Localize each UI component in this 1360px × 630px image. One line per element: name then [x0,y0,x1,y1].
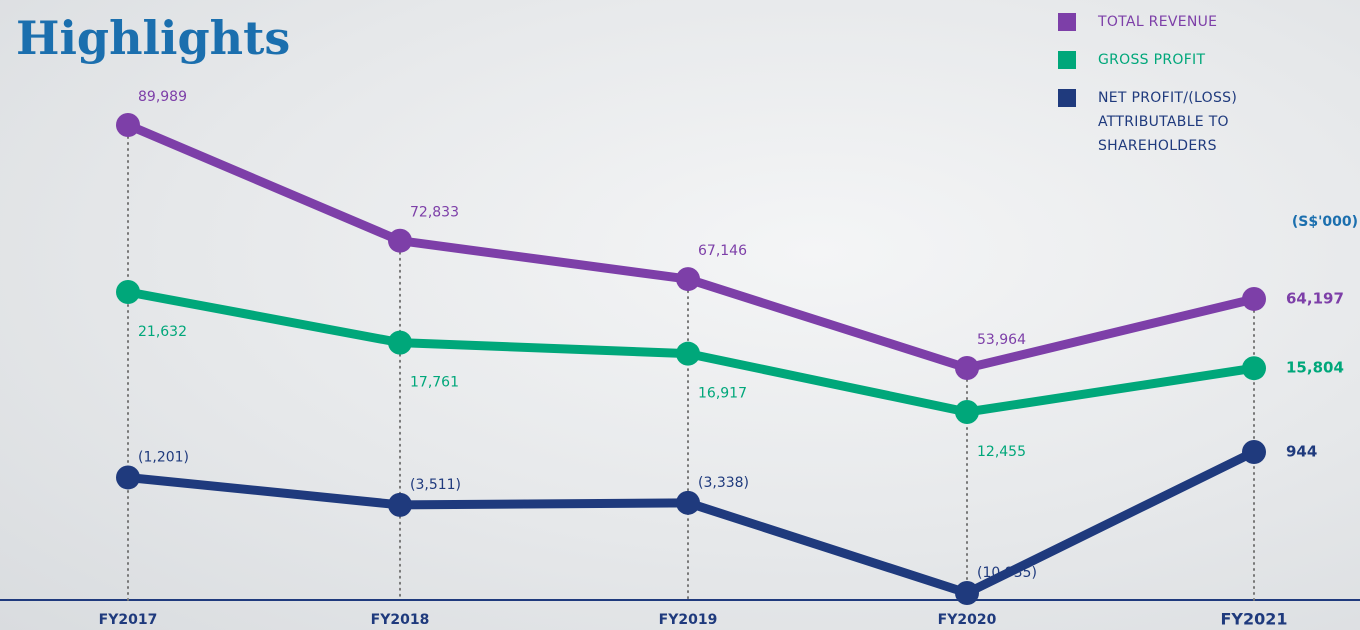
legend-item: NET PROFIT/(LOSS) ATTRIBUTABLE TO SHAREH… [1058,86,1258,158]
x-tick-label: FY2018 [371,612,430,628]
data-point [955,581,979,605]
x-tick-label: FY2019 [659,612,718,628]
data-label: 67,146 [698,243,747,259]
data-point [955,356,979,380]
data-label: 944 [1286,443,1317,461]
data-point [388,493,412,517]
data-label: 16,917 [698,386,747,402]
page: Highlights (S$'000) FY2017 FY2018 FY2019 FY… [0,0,1360,630]
data-point [116,280,140,304]
data-point [116,465,140,489]
data-label: 17,761 [410,375,459,391]
data-point [676,342,700,366]
data-label: 21,632 [138,324,187,340]
data-label: (3,511) [410,477,461,493]
data-point [676,491,700,515]
x-tick-label: FY2020 [938,612,997,628]
data-label: 89,989 [138,89,187,105]
data-point [1242,440,1266,464]
legend: TOTAL REVENUE GROSS PROFIT NET PROFIT/(LOS… [1058,10,1258,172]
unit-label: (S$'000) [1292,214,1358,230]
data-point [676,267,700,291]
data-label: (10,935) [977,565,1037,581]
legend-item: TOTAL REVENUE [1058,10,1258,34]
data-point [388,229,412,253]
legend-label: NET PROFIT/(LOSS) ATTRIBUTABLE TO SHAREH… [1098,86,1248,158]
legend-swatch [1058,51,1076,69]
data-point [955,400,979,424]
data-label: 12,455 [977,444,1026,460]
x-tick-label: FY2021 [1220,610,1287,629]
data-label: 53,964 [977,332,1026,348]
chart-title: Highlights [16,11,290,65]
data-label: (3,338) [698,475,749,491]
data-label: 72,833 [410,205,459,221]
legend-swatch [1058,89,1076,107]
legend-item: GROSS PROFIT [1058,48,1258,72]
data-point [388,331,412,355]
legend-label: GROSS PROFIT [1098,48,1205,72]
series-line [128,452,1254,593]
data-label: (1,201) [138,449,189,465]
legend-swatch [1058,13,1076,31]
data-label: 15,804 [1286,359,1344,377]
x-tick-label: FY2017 [99,612,158,628]
data-label: 64,197 [1286,289,1344,307]
data-point [1242,356,1266,380]
data-point [116,113,140,137]
legend-label: TOTAL REVENUE [1098,10,1217,34]
data-point [1242,287,1266,311]
